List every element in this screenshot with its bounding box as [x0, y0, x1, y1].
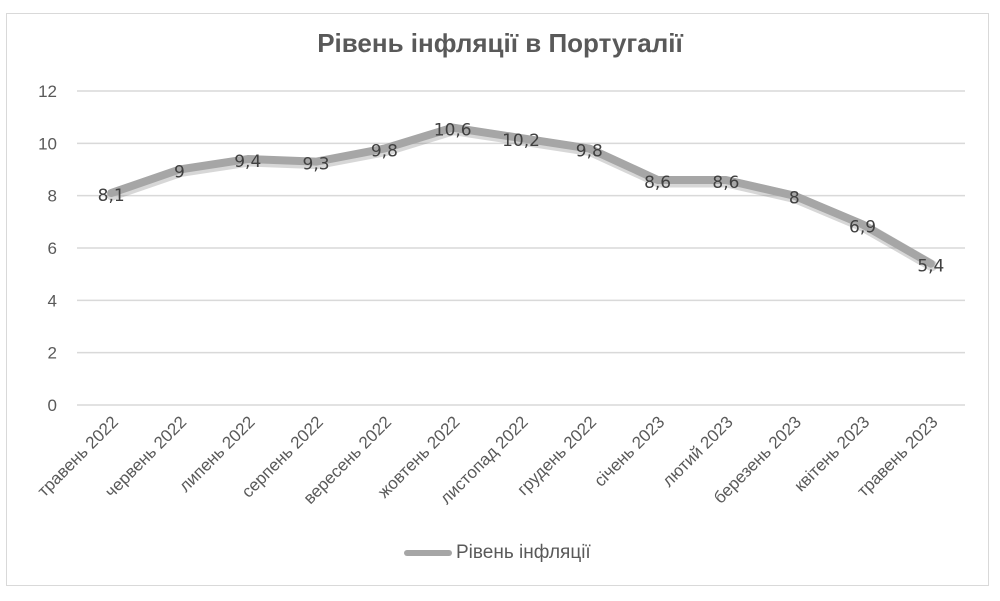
y-tick-label: 2: [48, 344, 57, 363]
legend-label: Рівень інфляції: [456, 542, 591, 563]
chart-legend: Рівень інфляції: [404, 542, 591, 564]
chart-title: Рівень інфляції в Португалії: [317, 28, 683, 58]
data-label: 9: [174, 163, 185, 183]
y-tick-label: 8: [48, 187, 57, 206]
chart-frame: [6, 13, 989, 586]
data-label: 8,6: [712, 173, 739, 193]
data-label: 9,8: [576, 142, 603, 162]
data-label: 9,8: [371, 142, 398, 162]
data-label: 9,3: [303, 155, 330, 175]
data-label: 6,9: [849, 217, 876, 237]
y-tick-label: 12: [38, 82, 57, 101]
y-tick-label: 10: [38, 134, 57, 153]
data-label: 8,1: [98, 186, 125, 206]
y-tick-label: 4: [48, 291, 57, 310]
series-line: [107, 123, 935, 268]
x-tick-label: січень 2023: [590, 412, 668, 490]
y-tick-label: 6: [48, 239, 57, 258]
data-label: 10,6: [434, 121, 472, 141]
legend-line-swatch: [404, 550, 452, 556]
data-label: 8,6: [644, 173, 671, 193]
data-label: 5,4: [917, 257, 944, 277]
y-tick-label: 0: [48, 396, 57, 415]
data-label: 8: [789, 189, 800, 209]
data-label: 10,2: [502, 131, 540, 151]
data-label: 9,4: [234, 152, 261, 172]
